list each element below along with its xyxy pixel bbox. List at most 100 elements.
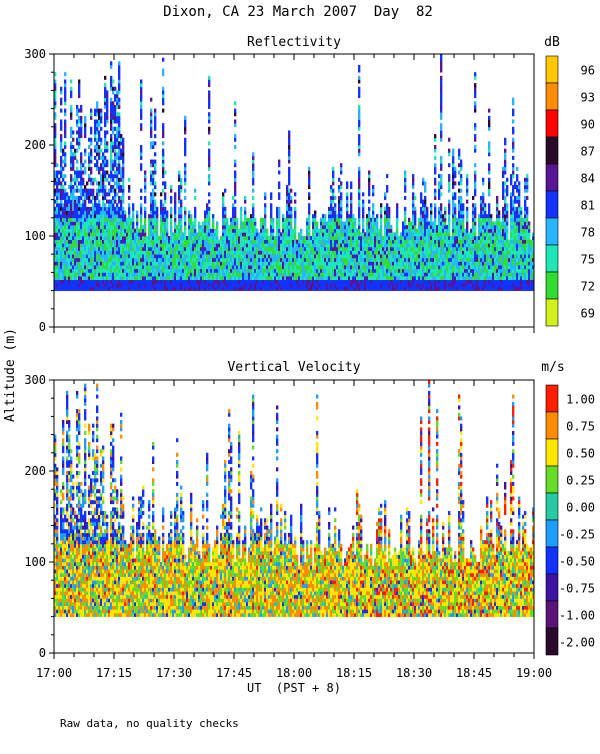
heatmap-cell [64,79,67,84]
heatmap-cell [152,174,155,179]
heatmap-cell [294,206,297,211]
heatmap-cell [116,177,119,182]
heatmap-cell [386,214,389,219]
heatmap-cell [184,130,187,135]
heatmap-cell [106,236,109,240]
heatmap-cell [356,236,359,240]
heatmap-cell [104,206,107,211]
heatmap-cell [150,97,153,102]
heatmap-cell [62,174,65,179]
heatmap-cell [90,126,93,131]
heatmap-cell [288,272,291,277]
heatmap-cell [328,246,331,251]
heatmap-cell [170,185,173,190]
heatmap-cell [270,272,273,277]
heatmap-cell [378,243,381,248]
heatmap-cell [110,163,113,168]
heatmap-cell [188,250,191,255]
heatmap-cell [114,155,117,160]
heatmap-cell [292,236,295,240]
heatmap-cell [94,137,97,142]
heatmap-cell [140,195,143,200]
heatmap-cell [176,283,179,288]
heatmap-cell [80,177,83,182]
heatmap-cell [190,283,193,288]
heatmap-cell [392,243,395,248]
heatmap-cell [148,261,151,266]
heatmap-cell [396,257,399,262]
heatmap-cell [56,250,59,255]
heatmap-cell [330,243,333,248]
heatmap-cell [112,239,115,244]
heatmap-cell [128,250,131,255]
heatmap-cell [386,185,389,190]
heatmap-cell [72,225,75,230]
heatmap-cell [390,225,393,230]
heatmap-cell [66,265,69,270]
heatmap-cell [368,174,371,179]
heatmap-cell [112,283,115,288]
heatmap-cell [82,217,85,222]
heatmap-cell [228,239,231,244]
heatmap-cell [154,203,157,208]
heatmap-cell [288,199,291,204]
heatmap-cell [210,265,213,270]
heatmap-cell [80,170,83,175]
heatmap-cell [78,265,81,270]
heatmap-cell [154,254,157,259]
heatmap-cell [158,257,161,262]
heatmap-cell [80,134,83,139]
heatmap-cell [422,239,425,244]
heatmap-cell [166,265,169,270]
heatmap-cell [216,250,219,255]
heatmap-cell [302,236,305,240]
heatmap-cell [58,246,61,251]
heatmap-cell [112,188,115,193]
heatmap-cell [164,206,167,211]
heatmap-cell [320,225,323,230]
heatmap-cell [162,239,165,244]
heatmap-cell [88,283,91,288]
heatmap-cell [288,203,291,208]
heatmap-cell [120,250,123,255]
heatmap-cell [170,188,173,193]
heatmap-cell [258,261,261,266]
heatmap-cell [356,261,359,266]
heatmap-cell [356,268,359,273]
heatmap-cell [412,210,415,215]
heatmap-cell [140,246,143,251]
heatmap-cell [108,210,111,215]
heatmap-cell [398,257,401,262]
heatmap-cell [230,257,233,262]
heatmap-cell [314,286,317,291]
heatmap-cell [278,210,281,215]
heatmap-cell [84,257,87,262]
heatmap-cell [154,214,157,219]
heatmap-cell [294,257,297,262]
heatmap-cell [298,236,301,240]
heatmap-cell [146,279,149,284]
heatmap-cell [226,232,229,237]
heatmap-cell [310,272,313,277]
heatmap-cell [236,283,239,288]
heatmap-cell [202,254,205,259]
heatmap-cell [386,250,389,255]
heatmap-cell [78,79,81,84]
heatmap-cell [112,221,115,226]
heatmap-cell [76,254,79,259]
heatmap-cell [288,257,291,262]
heatmap-cell [178,177,181,182]
heatmap-cell [308,221,311,226]
heatmap-cell [432,239,435,244]
heatmap-cell [282,283,285,288]
heatmap-cell [278,181,281,186]
heatmap-cell [194,225,197,230]
heatmap-cell [154,261,157,266]
heatmap-cell [296,268,299,273]
heatmap-cell [358,250,361,255]
heatmap-cell [102,257,105,262]
heatmap-cell [268,257,271,262]
heatmap-cell [118,279,121,284]
heatmap-cell [300,261,303,266]
heatmap-cell [302,265,305,270]
